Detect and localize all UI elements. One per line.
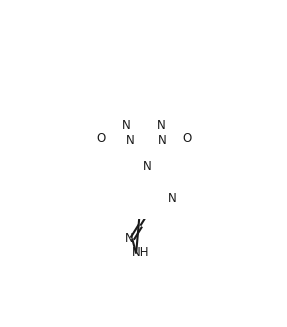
Text: N: N — [125, 232, 133, 245]
Text: NH: NH — [132, 246, 150, 259]
Text: N: N — [122, 119, 131, 131]
Text: O: O — [96, 132, 105, 145]
Text: N: N — [126, 134, 135, 147]
Text: N: N — [157, 119, 166, 131]
Text: O: O — [183, 132, 192, 145]
Text: N: N — [143, 161, 151, 173]
Text: N: N — [158, 134, 167, 147]
Text: N: N — [168, 192, 177, 204]
